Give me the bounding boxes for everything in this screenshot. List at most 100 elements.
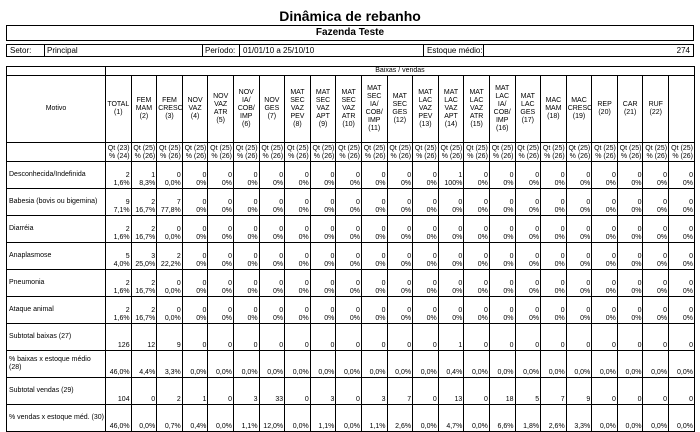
cell-value: 0,0% [216,423,232,430]
cell-value: 0% [349,261,360,268]
table-cell: 0 0% [207,242,234,270]
cell-value: 0,0% [292,423,309,430]
cell-value: 0% [401,207,412,214]
report-table: Baixas / vendas Motivo TOTAL (1) FEM MAM … [6,66,695,432]
subheader-text: Qt (25) [542,145,565,152]
cell-value: 0% [605,234,616,241]
cell-value: 1,6% [113,288,130,295]
cell-value: 0% [528,207,540,214]
cell-value: 0 [689,226,693,233]
cell-value: 0 [663,253,668,260]
cell-value: 0,0% [343,369,360,376]
table-cell: 1,8% [514,404,542,432]
table-cell: 0 [463,377,490,405]
subheader-text: % (26) [518,153,540,160]
table-cell: 0,0% [335,350,362,378]
cell-value: 0% [477,207,488,214]
table-row: Anaplasmose 5 4,0% 3 25,0% 2 22,2% 0 0% 0 0% 0 0% 0 0%… [6,242,695,270]
cell-value: 0 [663,199,668,206]
table-cell: 1 8,3% [130,161,158,189]
cell-value: 0 [484,307,488,314]
table-cell: 0 0% [642,188,670,216]
cell-value: 0% [221,180,232,187]
subheader-text: Qt (25) [568,145,591,152]
cell-value: 0,0% [292,369,309,376]
table-row: Subtotal baixas (27) 126 12 9 0 0 0 0 0 0 0 0 0 0 1 0 0 0… [6,323,695,351]
cell-value: 9 [125,199,130,206]
table-cell: 0 0% [565,242,593,270]
table-row: Babesia (bovis ou bigemina) 9 7,1% 2 16,7% 7 7… [6,188,695,216]
table-cell: 4,7% [437,404,465,432]
cell-value: 0% [349,180,360,187]
cell-value: 0 [637,280,642,287]
subheader-cell: Qt (25)% (26) [412,142,439,162]
cell-value: 13 [454,396,463,403]
cell-value: 2 [176,253,181,260]
table-cell: 0 [642,377,670,405]
table-cell: 0 0% [514,161,542,189]
cell-value: 0 [560,226,565,233]
cell-value: 0% [298,180,309,187]
subheader-text: Qt (25) [235,145,258,152]
table-cell: 1 [181,377,209,405]
subheader-text: % (26) [467,153,488,160]
cell-value: 0 [586,307,591,314]
cell-value: 0 [663,342,668,349]
cell-value: 0,0% [139,423,156,430]
table-cell: 0 0% [591,269,618,297]
cell-value: 126 [117,342,130,349]
table-cell: 0,0% [207,350,234,378]
table-cell: 0 0% [437,242,465,270]
cell-value: 2 [125,280,130,287]
cell-value: 104 [117,396,130,403]
cell-value: 0 [689,253,693,260]
table-cell: 0 [207,323,234,351]
cell-value: 8,3% [139,180,156,187]
cell-value: 7 [407,396,412,403]
cell-value: 0 [253,226,258,233]
cell-value: 4,0% [113,261,130,268]
cell-value: 0 [304,396,309,403]
cell-value: 0% [273,207,284,214]
cell-value: 0 [586,280,591,287]
cell-value: 0% [605,261,616,268]
cell-value: 2,6% [395,423,412,430]
cell-value: 0 [432,172,437,179]
table-cell: 0 [488,323,516,351]
cell-value: 0 [407,342,412,349]
subheader-cell: Qt (25)% (26) [284,142,311,162]
cell-value: 1,6% [113,180,130,187]
table-cell: 0 0% [386,269,414,297]
cell-value: 0 [407,172,412,179]
cell-value: 0 [535,253,540,260]
subheader-text: Qt (25) [261,145,284,152]
cell-value: 0 [330,342,335,349]
cell-value: 0 [356,199,360,206]
cell-value: 0% [375,207,386,214]
table-cell: 0 0% [284,269,311,297]
report-page: Dinâmica de rebanho Fazenda Teste Setor:… [6,8,695,432]
cell-value: 0% [528,315,540,322]
table-cell: 9 7,1% [105,188,132,216]
table-cell: 2 1,6% [105,269,132,297]
cell-value: 0% [503,315,514,322]
cell-value: 0 [202,253,207,260]
table-cell: 0 0% [642,215,670,243]
cell-value: 0% [477,180,488,187]
cell-value: 12 [147,342,156,349]
table-cell: 0 0% [565,269,593,297]
cell-value: 0% [452,261,463,268]
cell-value: 0 [611,253,616,260]
cell-value: 0 [279,226,284,233]
table-cell: 0 0% [591,296,618,324]
cell-value: 0% [554,207,565,214]
subheader-cell: Qt (25)% (26) [616,142,644,162]
column-header-17: MAT LAC GES (17) [514,75,542,143]
table-cell: 0 0,0% [156,215,183,243]
cell-value: 0 [689,172,693,179]
cell-value: 1 [151,172,156,179]
cell-value: 0 [432,199,437,206]
table-cell: 0 [360,323,388,351]
cell-value: 0 [228,253,232,260]
periodo-label: Período: [205,46,236,55]
